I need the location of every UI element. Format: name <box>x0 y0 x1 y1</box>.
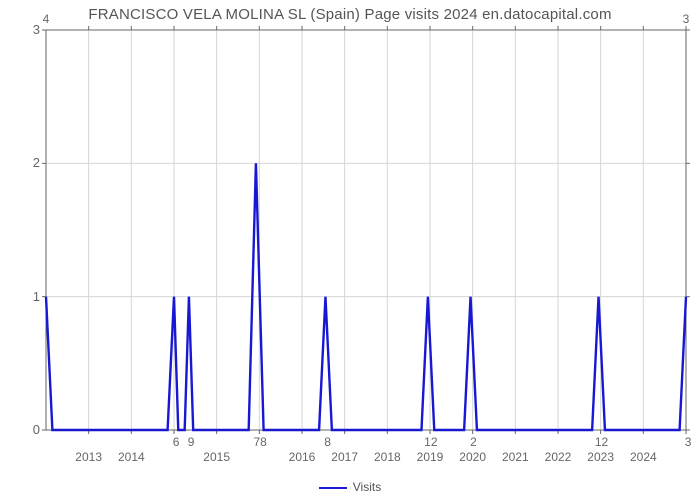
x-tick-label: 2014 <box>118 450 145 464</box>
y-tick-label: 0 <box>10 422 40 437</box>
legend-swatch <box>319 487 347 489</box>
x-tick-label: 3 <box>685 435 692 449</box>
y-tick-label: 2 <box>10 155 40 170</box>
x-tick-label: 8 <box>324 435 331 449</box>
x-tick-label: 2016 <box>289 450 316 464</box>
top-tick-label: 3 <box>683 12 690 26</box>
x-tick-label: 12 <box>595 435 608 449</box>
x-tick-label: 78 <box>253 435 266 449</box>
y-tick-label: 1 <box>10 289 40 304</box>
legend-label: Visits <box>353 480 381 494</box>
x-tick-label: 2024 <box>630 450 657 464</box>
visits-chart: FRANCISCO VELA MOLINA SL (Spain) Page vi… <box>0 0 700 500</box>
x-tick-label: 2 <box>470 435 477 449</box>
y-tick-label: 3 <box>10 22 40 37</box>
top-tick-label: 4 <box>43 12 50 26</box>
x-tick-label: 2015 <box>203 450 230 464</box>
chart-legend: Visits <box>0 480 700 494</box>
x-tick-label: 2020 <box>459 450 486 464</box>
x-tick-label: 2018 <box>374 450 401 464</box>
x-tick-label: 2017 <box>331 450 358 464</box>
chart-plot-area <box>0 0 700 500</box>
x-tick-label: 2023 <box>587 450 614 464</box>
x-tick-label: 6 <box>173 435 180 449</box>
x-tick-label: 2021 <box>502 450 529 464</box>
chart-title: FRANCISCO VELA MOLINA SL (Spain) Page vi… <box>0 6 700 23</box>
x-tick-label: 9 <box>188 435 195 449</box>
x-tick-label: 2022 <box>545 450 572 464</box>
x-tick-label: 2019 <box>417 450 444 464</box>
x-tick-label: 12 <box>424 435 437 449</box>
x-tick-label: 2013 <box>75 450 102 464</box>
